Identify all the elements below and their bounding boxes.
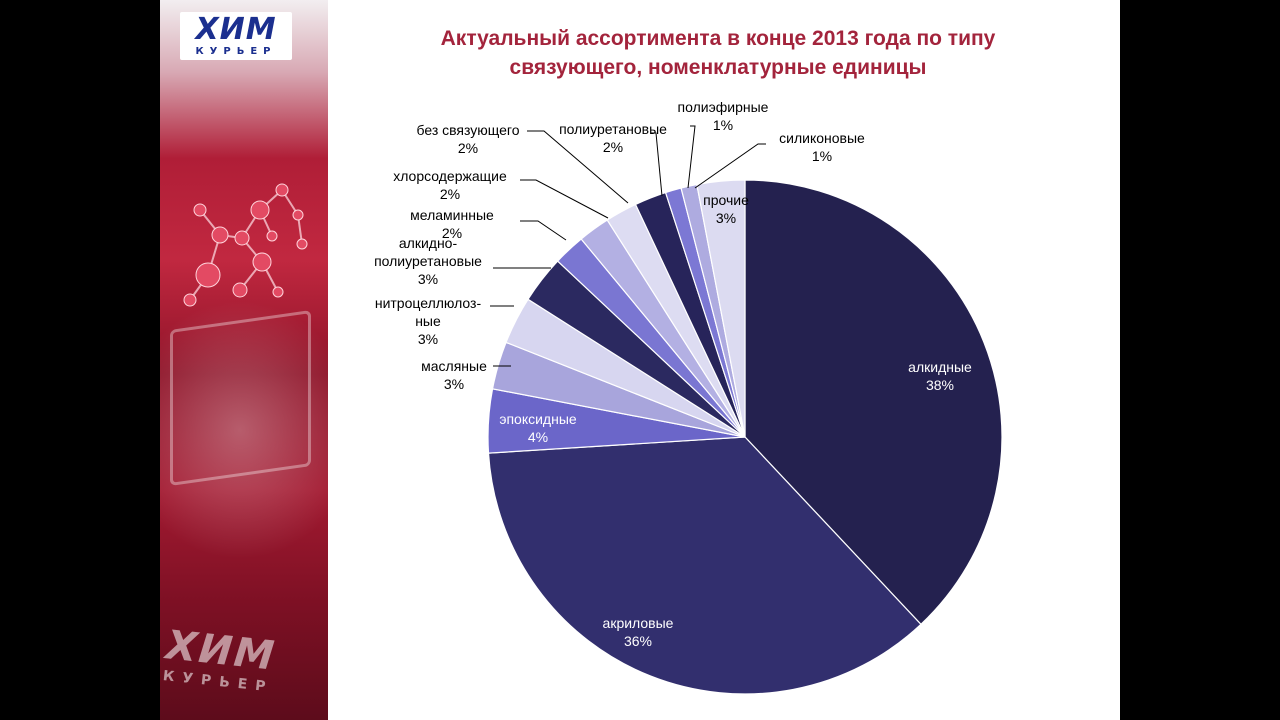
pie-data-label-line: 4% [528,429,548,445]
decorative-sidebar: ХИМ КУРЬЕР ХИМ КУРЬЕР [160,0,328,720]
chart-title-line-1: Актуальный ассортимента в конце 2013 год… [440,27,996,50]
pie-data-label: эпоксидные 4% [499,411,577,445]
pie-data-label-line: меламинные [410,207,494,223]
pie-data-label-line: 2% [603,139,623,155]
pie-data-label-line: алкидные [908,359,972,375]
pie-data-label-line: нитроцеллюлоз- [375,295,482,311]
pie-data-label-line: 1% [812,148,832,164]
slide: ХИМ КУРЬЕР ХИМ КУРЬЕР Актуальный ассорти… [160,0,1120,720]
pie-data-label: масляные 3% [421,358,487,392]
pie-data-label-line: 3% [716,210,736,226]
pie-data-label: без связующего 2% [416,122,519,156]
pie-data-label-line: алкидно- [399,235,458,251]
pie-data-label-line: полиуретановые [559,121,667,137]
leader-line [520,179,609,219]
pie-data-label-line: 3% [418,331,438,347]
pie-data-label-line: масляные [421,358,487,374]
pie-data-label-line: 2% [458,140,478,156]
chart-title-line-2: связующего, номенклатурные единицы [509,56,927,79]
pie-data-label: силиконовые 1% [779,130,865,164]
logo-main-text: ХИМ [195,12,277,47]
pie-data-label: хлорсодержащие 2% [393,168,507,202]
pie-data-label: акриловые 36% [603,615,674,649]
pie-data-label-line: ные [415,313,441,329]
leader-line [520,220,567,241]
pie-data-label: полиуретановые 2% [559,121,667,155]
pie-data-label-line: силиконовые [779,130,865,146]
pie-data-label: прочие 3% [703,192,749,226]
pie-slice [487,436,922,695]
pie-slice [744,179,1003,626]
molecule-icon [183,183,308,307]
pie-chart: алкидные 38% акриловые 36% эпоксидные 4% масля… [374,99,1003,695]
pie-data-label: нитроцеллюлоз-ные 3% [375,295,482,347]
leader-lines [490,125,766,367]
pie-data-label-line: 2% [442,225,462,241]
pie-data-label: меламинные 2% [410,207,494,241]
pie-data-label-line: 36% [624,633,652,649]
pie-data-label-line: 38% [926,377,954,393]
pie-data-label-line: хлорсодержащие [393,168,507,184]
pie-data-label-line: 3% [444,376,464,392]
leader-line [651,132,663,197]
pie-data-label-line: без связующего [416,122,519,138]
pie-data-label-line: полиэфирные [678,99,769,115]
pie-data-label-line: акриловые [603,615,674,631]
leader-line [694,143,766,189]
data-labels: алкидные 38% акриловые 36% эпоксидные 4% масля… [374,99,972,649]
chart-title: Актуальный ассортимента в конце 2013 год… [378,24,1058,82]
pie-data-label-line: эпоксидные [499,411,577,427]
pie-data-label: алкидные 38% [908,359,972,393]
logo-sub-text: КУРЬЕР [195,46,277,57]
leader-line [687,125,696,189]
pie-slices [487,179,1003,695]
pie-data-label-line: полиуретановые [374,253,482,269]
leader-line [527,130,629,204]
pie-data-label: алкидно-полиуретановые 3% [374,235,482,287]
khim-kurier-logo: ХИМ КУРЬЕР [180,12,292,60]
pie-data-label-line: 1% [713,117,733,133]
pie-slice [696,179,746,438]
sidebar-glow [160,300,328,560]
pie-data-label: полиэфирные 1% [678,99,769,133]
pie-data-label-line: прочие [703,192,749,208]
pie-data-label-line: 2% [440,186,460,202]
pie-data-label-line: 3% [418,271,438,287]
